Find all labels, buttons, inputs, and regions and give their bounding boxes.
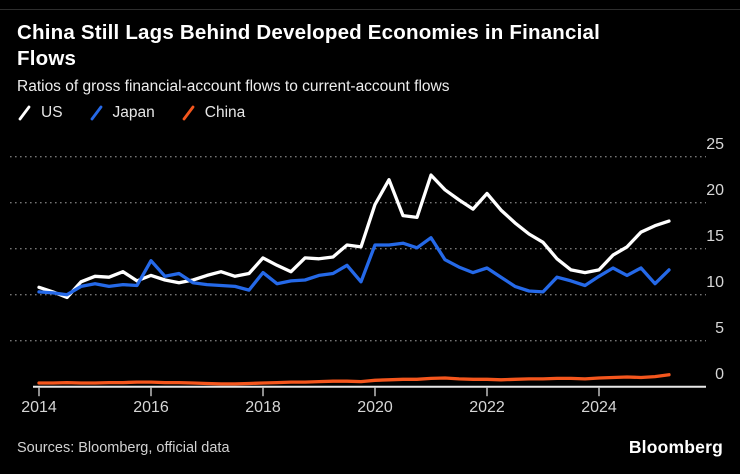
x-axis-label-2018: 2018 bbox=[245, 399, 281, 416]
chart-subtitle: Ratios of gross financial-account flows … bbox=[17, 78, 450, 95]
y-axis-label-0: 0 bbox=[715, 366, 724, 383]
legend-item-japan: Japan bbox=[89, 104, 155, 122]
series-line-us bbox=[37, 173, 671, 300]
legend-label: Japan bbox=[112, 104, 155, 121]
y-axis-label-25: 25 bbox=[706, 136, 724, 153]
legend-slash-icon bbox=[90, 105, 102, 121]
legend-label: China bbox=[204, 104, 246, 121]
legend-slash-icon bbox=[182, 105, 195, 121]
legend-slash-icon bbox=[18, 105, 31, 121]
series-line-china bbox=[37, 373, 671, 386]
y-axis-label-20: 20 bbox=[706, 182, 724, 199]
legend: US Japan China bbox=[17, 104, 245, 122]
x-axis-label-2020: 2020 bbox=[357, 399, 393, 416]
legend-item-china: China bbox=[181, 104, 246, 122]
x-axis-label-2014: 2014 bbox=[21, 399, 57, 416]
series-line-japan bbox=[37, 236, 671, 297]
sources-note: Sources: Bloomberg, official data bbox=[17, 440, 230, 456]
y-axis-label-15: 15 bbox=[706, 228, 724, 245]
y-axis-label-5: 5 bbox=[715, 320, 724, 337]
legend-item-us: US bbox=[17, 104, 63, 122]
legend-label: US bbox=[41, 104, 63, 121]
top-divider bbox=[0, 9, 740, 10]
y-axis-label-10: 10 bbox=[706, 274, 724, 291]
x-axis-label-2024: 2024 bbox=[581, 399, 617, 416]
x-axis-label-2016: 2016 bbox=[133, 399, 169, 416]
x-axis-label-2022: 2022 bbox=[469, 399, 505, 416]
chart-title: China Still Lags Behind Developed Econom… bbox=[17, 21, 601, 70]
bloomberg-logo: Bloomberg bbox=[628, 437, 723, 457]
